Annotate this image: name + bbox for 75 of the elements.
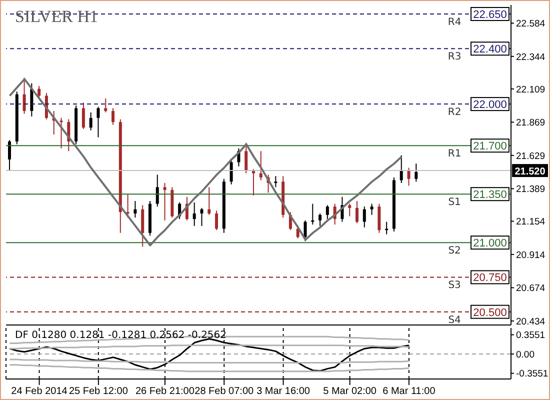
candlestick [89,112,92,131]
ref-line-label: 21.000 [473,238,507,250]
candlestick [163,182,166,221]
x-tick-label: 28 Feb 07:00 [194,386,254,398]
candlestick [318,212,322,226]
x-tick-label: 5 Mar 02:00 [323,386,377,398]
candlestick [82,102,85,130]
candlestick [414,163,418,182]
chart-title: SILVER H1 [15,7,98,27]
candlestick [22,77,26,114]
candlestick [259,150,262,181]
y-tick-label: 22.584 [516,18,546,30]
annotation: R2 [448,107,462,118]
candlestick [370,203,374,216]
ref-line-label: 22.400 [473,44,507,56]
candlestick [134,200,137,218]
candlestick [356,200,359,224]
line-series [8,78,403,246]
annotation: S3 [448,280,461,292]
annotation: R1 [448,148,462,160]
candlestick [362,206,366,228]
candlestick [112,108,115,126]
candlestick [38,86,41,100]
ref-line-label: 21.350 [473,189,507,202]
candlestick [378,203,381,234]
candlestick [96,106,100,138]
candlestick [8,140,11,172]
y-tick-label: 0.3551 [516,330,546,342]
x-tick-label: 25 Feb 12:00 [68,386,128,398]
y-tick-label: 0.00 [516,349,534,360]
annotation: S1 [448,197,461,208]
candlestick [400,154,403,184]
y-tick-label: 21.389 [516,184,546,196]
ref-line-label: 21.700 [473,140,507,153]
candlestick [252,168,255,196]
candlestick [311,203,314,226]
annotation: R3 [448,52,462,63]
candlestick [104,98,108,113]
candlestick [192,202,196,226]
ref-line-label: 20.500 [473,306,507,319]
ref-line-label: 22.650 [473,9,507,22]
ref-line-label: 22.000 [473,99,507,112]
y-tick-label: 21.629 [516,150,546,162]
candlestick [244,142,248,174]
y-tick-label: 21.869 [516,118,546,129]
candlestick [274,176,278,188]
y-tick-label: 20.434 [516,316,546,328]
annotation: S2 [448,246,461,257]
candlestick [215,210,218,231]
y-tick-label: 20.914 [516,250,546,261]
x-tick-label: 24 Feb 2014 [11,386,68,398]
candlestick [230,158,233,185]
y-tick-label: 21.154 [516,216,546,228]
ref-line-label: 21.520 [514,166,546,178]
candlestick [208,186,211,216]
candlestick [141,204,144,248]
candlestick [407,167,410,186]
y-tick-label: 20.674 [516,283,546,294]
candlestick [348,203,352,217]
candlestick [60,117,63,149]
candlestick [385,221,388,235]
x-tick-label: 26 Feb 21:00 [136,386,195,398]
line-series [8,364,410,372]
candlestick [326,204,329,220]
annotation: R4 [448,17,462,28]
y-tick-label: 22.109 [516,84,546,96]
x-tick-label: 3 Mar 16:00 [256,386,310,398]
y-tick-label: -0.3551 [516,368,548,380]
ref-line-label: 20.750 [473,272,507,284]
candlestick [156,174,159,208]
chart-title: DF 0.1280 0.1281 -0.1281 0.2562 -0.2562 [15,330,227,341]
y-tick-label: 22.344 [516,52,546,63]
annotation: S4 [448,314,461,326]
x-tick-label: 6 Mar 11:00 [382,386,436,398]
candlestick [200,207,204,226]
